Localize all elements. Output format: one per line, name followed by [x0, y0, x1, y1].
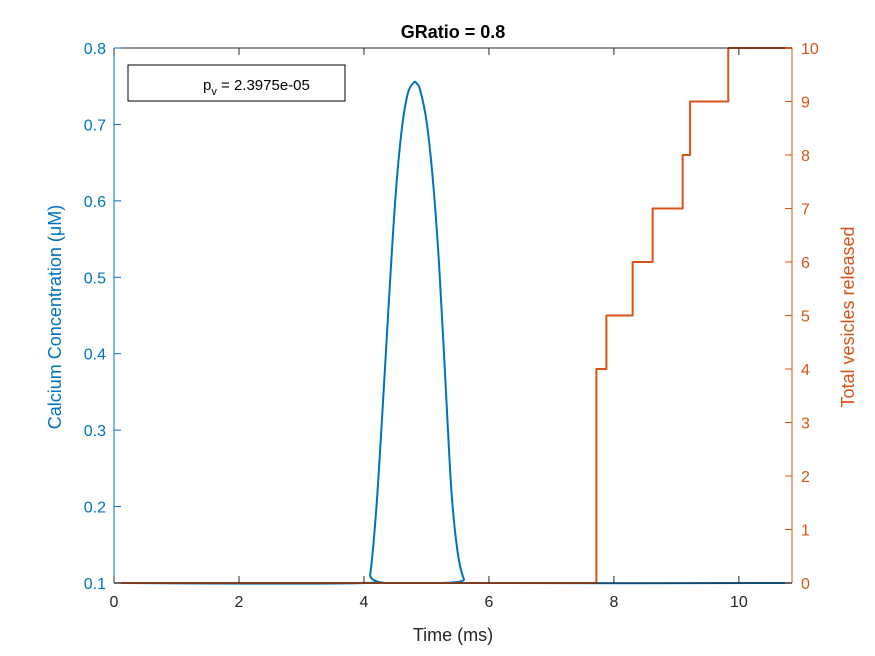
y-right-tick-label: 3 — [801, 416, 810, 433]
y-left-tick-label: 0.3 — [84, 423, 106, 440]
vesicles-released-step-line — [114, 47, 792, 584]
annotation-subscript: v — [211, 86, 217, 98]
series-layer — [113, 47, 793, 585]
chart-title: GRatio = 0.8 — [401, 22, 506, 42]
x-tick-label: 8 — [609, 594, 618, 611]
y-right-tick-label: 6 — [801, 255, 810, 272]
y-left-axis-label: Calcium Concentration (μM) — [45, 205, 65, 429]
x-axis-label: Time (ms) — [413, 625, 493, 645]
annotation-text: pv = 2.3975e-05 — [203, 77, 310, 98]
y-left-tick-label: 0.2 — [84, 500, 106, 517]
y-right-tick-label: 4 — [801, 362, 810, 379]
y-left-tick-label: 0.4 — [84, 347, 106, 364]
annotation-value: = 2.3975e-05 — [217, 77, 310, 94]
x-tick-label: 4 — [360, 594, 369, 611]
calcium-concentration-line — [113, 80, 793, 585]
y-right-tick-label: 8 — [801, 148, 810, 165]
y-right-tick-label: 2 — [801, 469, 810, 486]
annotation-box-frame — [127, 64, 346, 102]
y-left-tick-label: 0.1 — [84, 576, 106, 593]
y-right-axis-label: Total vesicles released — [838, 226, 858, 407]
y-left-tick-label: 0.6 — [84, 194, 106, 211]
y-left-tick-label: 0.8 — [84, 41, 106, 58]
y-right-tick-label: 5 — [801, 309, 810, 326]
plot-background — [114, 48, 792, 583]
y-right-tick-label: 9 — [801, 95, 810, 112]
y-left-tick-label: 0.7 — [84, 117, 106, 134]
annotation-box: pv = 2.3975e-05 — [127, 64, 346, 102]
y-right-tick-label: 10 — [801, 41, 819, 58]
plot-area — [114, 48, 792, 583]
y-right-tick-label: 0 — [801, 576, 810, 593]
x-tick-label: 6 — [484, 594, 493, 611]
y-right-tick-label: 1 — [801, 523, 810, 540]
x-tick-label: 2 — [235, 594, 244, 611]
axes-layer: 0 2 4 6 8 10 0.1 0.2 0.3 0.4 0.5 0.6 0.7 0.8 0 1 2 3 4 5 6 7 8… — [84, 41, 819, 611]
x-tick-label: 10 — [730, 594, 748, 611]
y-left-tick-label: 0.5 — [84, 270, 106, 287]
x-tick-label: 0 — [110, 594, 119, 611]
annotation-symbol: p — [203, 77, 211, 94]
y-right-tick-label: 7 — [801, 202, 810, 219]
